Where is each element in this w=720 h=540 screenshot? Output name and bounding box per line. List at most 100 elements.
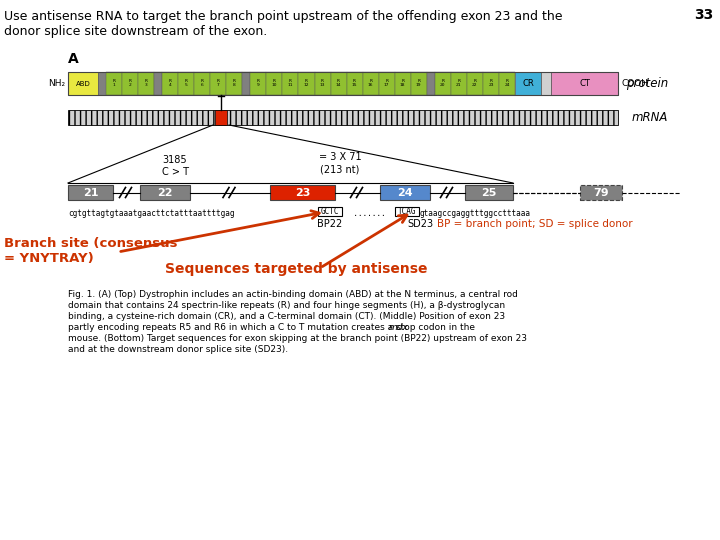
Bar: [122, 72, 138, 95]
Bar: [138, 72, 154, 95]
Text: R
18: R 18: [400, 79, 405, 87]
Text: R
17: R 17: [384, 79, 390, 87]
Bar: [106, 72, 122, 95]
Text: Branch site (consensus
= YNYTRAY): Branch site (consensus = YNYTRAY): [4, 237, 178, 265]
Text: mRNA: mRNA: [631, 111, 668, 124]
Bar: [266, 72, 282, 95]
Text: .......: .......: [344, 209, 395, 218]
Text: = 3 X 71
(213 nt): = 3 X 71 (213 nt): [319, 152, 361, 174]
Bar: [162, 72, 178, 95]
Bar: [379, 72, 395, 95]
Text: R
4: R 4: [168, 79, 171, 87]
Text: protein: protein: [626, 77, 668, 90]
Text: COOH: COOH: [621, 79, 648, 88]
Text: R
9: R 9: [257, 79, 260, 87]
Text: binding, a cysteine-rich domain (CR), and a C-terminal domain (CT). (Middle) Pos: binding, a cysteine-rich domain (CR), an…: [68, 312, 505, 321]
Text: NH₂: NH₂: [48, 79, 65, 88]
Text: R
11: R 11: [288, 79, 293, 87]
Text: R
14: R 14: [336, 79, 341, 87]
Text: R
22: R 22: [472, 79, 477, 87]
Bar: [541, 72, 551, 95]
Bar: [210, 72, 226, 95]
Bar: [330, 72, 346, 95]
Text: ABD: ABD: [76, 80, 91, 86]
Text: 3185
C > T: 3185 C > T: [161, 155, 189, 178]
Bar: [315, 72, 330, 95]
Text: R
8: R 8: [233, 79, 236, 87]
Bar: [194, 72, 210, 95]
Bar: [580, 185, 622, 200]
Bar: [363, 72, 379, 95]
Text: Use antisense RNA to target the branch point upstream of the offending exon 23 a: Use antisense RNA to target the branch p…: [4, 10, 562, 23]
Bar: [243, 72, 251, 95]
Text: Sequences targeted by antisense: Sequences targeted by antisense: [165, 262, 428, 276]
Bar: [435, 72, 451, 95]
Bar: [226, 72, 243, 95]
Text: R
15: R 15: [352, 79, 357, 87]
Text: domain that contains 24 spectrin-like repeats (R) and four hinge segments (H), a: domain that contains 24 spectrin-like re…: [68, 301, 505, 310]
Text: mdx: mdx: [388, 323, 408, 332]
Text: R
2: R 2: [129, 79, 132, 87]
Bar: [68, 185, 113, 200]
Text: CR: CR: [522, 79, 534, 88]
Text: R
21: R 21: [456, 79, 462, 87]
Text: R
3: R 3: [145, 79, 148, 87]
Text: R
16: R 16: [368, 79, 374, 87]
Text: SD23: SD23: [407, 219, 433, 229]
Text: TCAG: TCAG: [397, 207, 416, 216]
Bar: [395, 72, 410, 95]
Text: donor splice site downstream of the exon.: donor splice site downstream of the exon…: [4, 25, 267, 38]
Text: R
12: R 12: [304, 79, 310, 87]
Bar: [380, 185, 430, 200]
Bar: [251, 72, 266, 95]
Text: 22: 22: [157, 187, 173, 198]
Text: 23: 23: [294, 187, 310, 198]
Text: cgtgttagtgtaaatgaacttctatttaattttgag: cgtgttagtgtaaatgaacttctatttaattttgag: [68, 209, 235, 218]
Text: 79: 79: [593, 187, 609, 198]
Bar: [282, 72, 299, 95]
Text: R
19: R 19: [416, 79, 421, 87]
Bar: [467, 72, 483, 95]
Text: partly encoding repeats R5 and R6 in which a C to T mutation creates a stop codo: partly encoding repeats R5 and R6 in whi…: [68, 323, 478, 332]
Bar: [215, 110, 227, 125]
Bar: [465, 185, 513, 200]
Text: and at the downstream donor splice site (SD23).: and at the downstream donor splice site …: [68, 345, 288, 354]
Text: R
20: R 20: [440, 79, 446, 87]
Text: Fig. 1. (A) (Top) Dystrophin includes an actin-binding domain (ABD) at the N ter: Fig. 1. (A) (Top) Dystrophin includes an…: [68, 290, 518, 299]
Text: BP22: BP22: [318, 219, 343, 229]
Text: R
13: R 13: [320, 79, 325, 87]
Bar: [178, 72, 194, 95]
Text: CT: CT: [579, 79, 590, 88]
Text: 24: 24: [397, 187, 413, 198]
Text: 25: 25: [481, 187, 497, 198]
Text: gtaagccgaggtttggcctttaaa: gtaagccgaggtttggcctttaaa: [420, 209, 531, 218]
Bar: [499, 72, 515, 95]
Text: R
24: R 24: [504, 79, 510, 87]
Text: 21: 21: [83, 187, 98, 198]
Bar: [68, 72, 98, 95]
Bar: [346, 72, 363, 95]
Bar: [154, 72, 162, 95]
Bar: [451, 72, 467, 95]
Text: R
23: R 23: [488, 79, 494, 87]
Bar: [395, 207, 419, 216]
Bar: [98, 72, 106, 95]
Bar: [483, 72, 499, 95]
Text: 33: 33: [694, 8, 713, 22]
Text: mouse. (Bottom) Target sequences for exon skipping at the branch point (BP22) up: mouse. (Bottom) Target sequences for exo…: [68, 334, 527, 343]
Bar: [551, 72, 618, 95]
Text: R
10: R 10: [271, 79, 277, 87]
Text: R
5: R 5: [185, 79, 188, 87]
Bar: [68, 72, 618, 95]
Text: BP = branch point; SD = splice donor: BP = branch point; SD = splice donor: [437, 219, 633, 229]
Text: R
7: R 7: [217, 79, 220, 87]
Bar: [68, 110, 618, 125]
Text: R
6: R 6: [201, 79, 204, 87]
Bar: [299, 72, 315, 95]
Text: R
1: R 1: [112, 79, 115, 87]
Bar: [270, 185, 335, 200]
Bar: [318, 207, 342, 216]
Text: A: A: [68, 52, 78, 66]
Bar: [410, 72, 427, 95]
Bar: [140, 185, 190, 200]
